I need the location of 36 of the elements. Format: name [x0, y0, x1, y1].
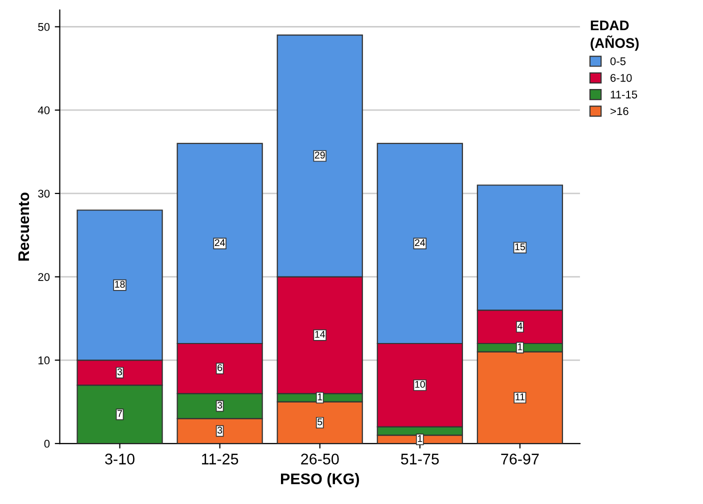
x-tick-label: 51-75: [400, 454, 439, 464]
data-label: 29: [314, 152, 325, 159]
x-tick-label: 11-25: [202, 454, 238, 464]
legend-title: EDAD (AÑOS): [590, 20, 639, 51]
data-label: 5: [318, 418, 322, 426]
data-label: 7: [118, 410, 122, 417]
data-label: 3: [117, 368, 122, 376]
y-tick-label: 30: [38, 190, 50, 198]
data-label: 24: [414, 239, 426, 246]
data-label: 1: [418, 435, 422, 442]
legend-label: 0-5: [610, 57, 626, 66]
y-tick-label: 0: [44, 440, 50, 448]
y-axis-title: Recuento: [18, 192, 30, 261]
data-label: 11: [516, 394, 525, 400]
data-label: 4: [517, 322, 522, 330]
data-label: 6: [218, 364, 222, 372]
data-label: 10: [415, 380, 425, 388]
data-label: 1: [318, 394, 322, 400]
legend-label: 6-10: [610, 74, 632, 82]
data-label: 18: [115, 280, 125, 288]
legend-label: 11-15: [610, 90, 638, 98]
data-label: 3: [217, 402, 222, 409]
x-tick-label: 3-10: [105, 454, 134, 464]
data-label: 15: [515, 243, 525, 250]
x-tick-label: 76-97: [501, 454, 539, 464]
data-label: 3: [217, 426, 222, 434]
data-label: 14: [315, 330, 325, 338]
legend-label: >16: [610, 107, 628, 116]
x-tick-label: 26-50: [301, 454, 339, 464]
data-label: 24: [214, 239, 225, 246]
y-tick-label: 50: [38, 23, 50, 31]
data-label: 1: [518, 343, 522, 350]
y-tick-label: 10: [38, 356, 50, 364]
y-tick-label: 20: [38, 273, 50, 281]
y-tick-label: 40: [38, 106, 50, 114]
x-axis-title: PESO (KG): [280, 473, 359, 488]
